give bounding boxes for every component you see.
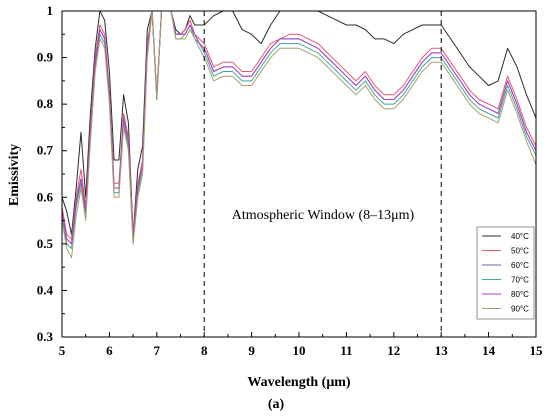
legend-label: 70°C (511, 276, 529, 285)
y-tick-label: 0.6 (37, 189, 54, 204)
series-line-0 (61, 10, 537, 235)
series-lines (61, 10, 537, 259)
y-tick-label: 1 (47, 3, 54, 18)
x-tick-label: 9 (248, 343, 255, 358)
x-tick-label: 14 (482, 343, 496, 358)
atmospheric-window-annotation: Atmospheric Window (8–13μm) (232, 208, 415, 223)
legend-label: 50°C (511, 247, 529, 256)
y-tick-label: 0.5 (37, 236, 54, 251)
y-axis-ticks: 0.3 0.4 0.5 0.6 0.7 0.8 0.9 1 (37, 3, 67, 344)
series-line-5 (61, 10, 537, 259)
legend-label: 80°C (511, 290, 529, 299)
y-tick-label: 0.7 (37, 143, 54, 158)
x-tick-label: 15 (530, 343, 544, 358)
x-axis-ticks: 5 6 7 8 9 10 11 12 13 14 15 (59, 332, 543, 358)
window-boundaries (203, 11, 442, 337)
x-axis-title: Wavelength (μm) (247, 375, 351, 390)
panel-label: (a) (268, 397, 285, 412)
x-tick-label: 12 (387, 343, 400, 358)
legend-label: 60°C (511, 261, 529, 270)
x-tick-label: 7 (154, 343, 161, 358)
y-tick-label: 0.8 (37, 96, 54, 111)
x-tick-label: 10 (293, 343, 306, 358)
legend-label: 40°C (511, 232, 529, 241)
x-tick-label: 11 (340, 343, 352, 358)
x-tick-label: 13 (435, 343, 449, 358)
x-tick-label: 5 (59, 343, 66, 358)
y-tick-label: 0.9 (37, 50, 54, 65)
legend-label: 90°C (511, 305, 529, 314)
legend-box (476, 226, 535, 320)
y-tick-label: 0.4 (37, 282, 54, 297)
x-tick-label: 6 (106, 343, 113, 358)
y-axis-title: Emissivity (7, 144, 22, 206)
series-line-1 (61, 10, 537, 240)
y-tick-label: 0.3 (37, 329, 54, 344)
x-tick-label: 8 (201, 343, 208, 358)
legend: 40°C 50°C 60°C 70°C 80°C 90°C (476, 226, 535, 320)
